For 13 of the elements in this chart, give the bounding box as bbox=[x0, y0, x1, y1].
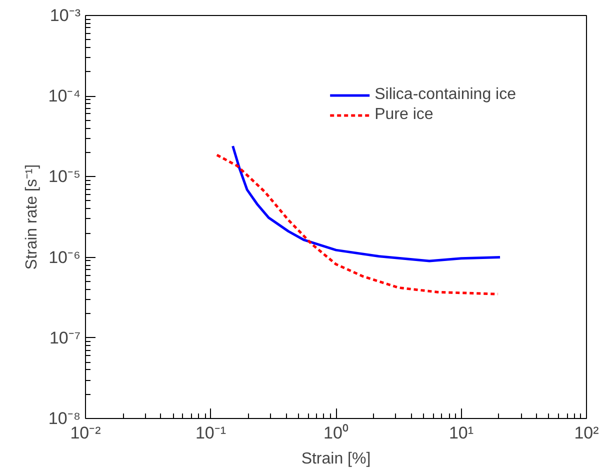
y-tick-label: 10⁻³ bbox=[50, 6, 81, 25]
y-axis-title: Strain rate [s⁻¹] bbox=[23, 164, 40, 270]
x-tick-label: 10⁰ bbox=[324, 424, 348, 442]
legend-label: Pure ice bbox=[374, 106, 434, 124]
x-axis-title: Strain [%] bbox=[301, 450, 371, 468]
y-tick-label: 10⁻⁴ bbox=[48, 86, 81, 106]
y-tick-label: 10⁻⁷ bbox=[49, 328, 80, 348]
x-tick-label: 10¹ bbox=[448, 424, 474, 442]
legend-label: Silica-containing ice bbox=[374, 86, 516, 104]
x-tick-label: 10² bbox=[574, 424, 600, 442]
y-tick-label: 10⁻⁶ bbox=[48, 248, 81, 267]
y-tick-label: 10⁻⁵ bbox=[48, 167, 81, 186]
x-tick-label: 10⁻¹ bbox=[195, 424, 226, 442]
